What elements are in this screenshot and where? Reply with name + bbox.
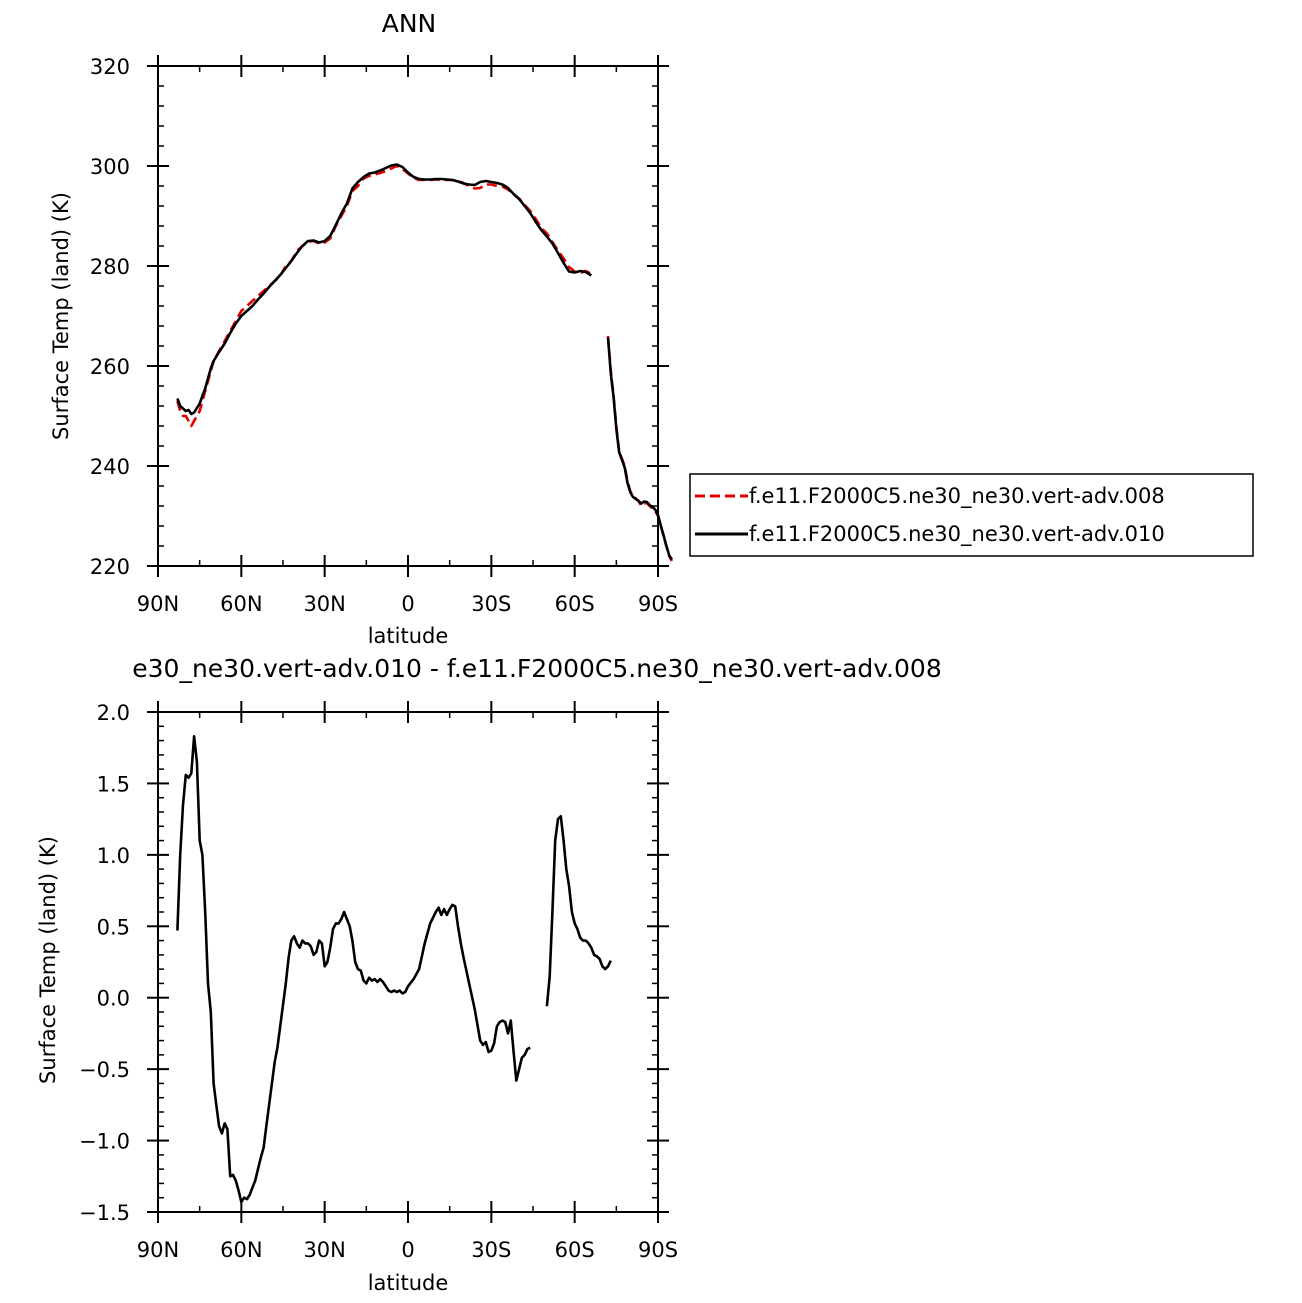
series-line-0-0-seg0 [176,164,592,428]
x-tick-label: 30S [471,592,511,616]
y-tick-label: 1.5 [97,772,130,796]
y-tick-label: 0.5 [97,915,130,939]
y-tick-label: 240 [90,455,130,479]
bottom-plot: e30_ne30.vert-adv.010 - f.e11.F2000C5.ne… [36,654,942,1295]
x-tick-label: 0 [401,1238,414,1262]
x-tick-label: 90N [137,1238,179,1262]
x-tick-label: 90N [137,592,179,616]
x-tick-label: 60S [555,1238,595,1262]
bottom-plot-frame [157,711,659,1213]
y-tick-label: −1.5 [79,1201,130,1225]
x-tick-label: 0 [401,592,414,616]
x-tick-label: 30N [303,592,345,616]
series-line-0-1-seg1 [606,337,674,561]
legend: f.e11.F2000C5.ne30_ne30.vert-adv.008 f.e… [689,473,1254,557]
x-tick-label: 30S [471,1238,511,1262]
y-tick-label: −0.5 [79,1058,130,1082]
x-tick-label: 90S [638,592,678,616]
y-tick-label: 320 [90,55,130,79]
top-plot-title: ANN [382,9,437,38]
series-line-1-0-seg1 [545,815,612,1007]
legend-label-008: f.e11.F2000C5.ne30_ne30.vert-adv.008 [749,484,1165,509]
y-tick-label: 0.0 [97,987,130,1011]
x-tick-label: 30N [303,1238,345,1262]
y-tick-label: 280 [90,255,130,279]
x-tick-label: 60S [555,592,595,616]
top-plot-frame [157,65,659,567]
top-plot-xlabel: latitude [368,624,449,648]
top-plot-ylabel: Surface Temp (land) (K) [49,192,73,440]
legend-label-010: f.e11.F2000C5.ne30_ne30.vert-adv.010 [749,522,1165,547]
series-line-0-1-seg0 [176,163,592,416]
y-tick-label: 260 [90,355,130,379]
x-tick-label: 60N [220,592,262,616]
x-tick-label: 90S [638,1238,678,1262]
top-plot: ANN 90N 60N 30N 0 30S 60S 90S 220 240 260 280 300 3… [49,9,678,648]
y-tick-label: −1.0 [79,1130,130,1154]
y-tick-label: 1.0 [97,844,130,868]
bottom-plot-ylabel: Surface Temp (land) (K) [36,836,60,1084]
series-line-1-0-seg0 [176,735,531,1204]
y-tick-label: 300 [90,155,130,179]
legend-box [689,473,1254,557]
y-tick-label: 2.0 [97,701,130,725]
x-tick-label: 60N [220,1238,262,1262]
bottom-plot-xlabel: latitude [368,1271,449,1295]
y-tick-label: 220 [90,555,130,579]
bottom-plot-title: e30_ne30.vert-adv.010 - f.e11.F2000C5.ne… [132,654,941,683]
